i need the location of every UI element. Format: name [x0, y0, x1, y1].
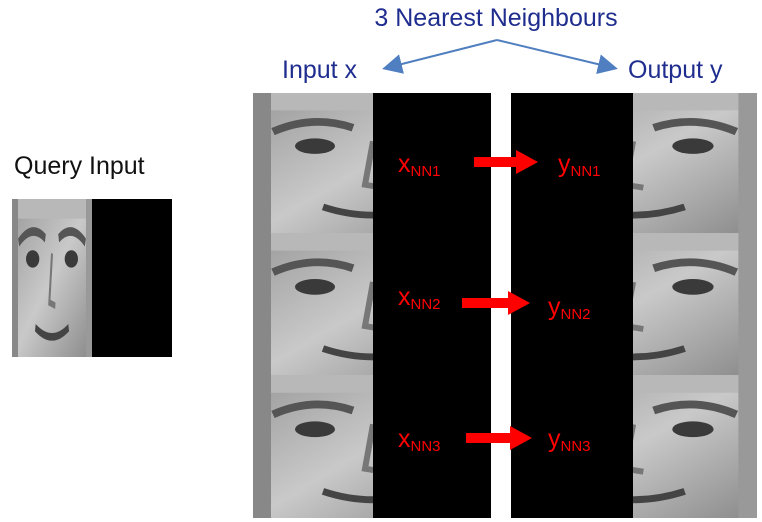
arrow-to-output-icon: [496, 39, 618, 75]
y-nn3-label: yNN3: [548, 425, 591, 455]
title-fork-arrows: [382, 39, 618, 75]
x-nn1-label: xNN1: [398, 150, 441, 180]
output-y-label: Output y: [628, 56, 723, 84]
query-masked-half: [92, 199, 172, 357]
arrow-to-input-icon: [382, 39, 498, 74]
query-image: [12, 199, 172, 357]
y-nn2-label: yNN2: [548, 293, 591, 323]
y-nn1-label: yNN1: [558, 150, 601, 180]
arrow-right-icon: [466, 426, 532, 450]
diagram-title: 3 Nearest Neighbours: [374, 4, 618, 32]
input-x-label: Input x: [282, 56, 358, 84]
x-nn3-label: xNN3: [398, 425, 441, 455]
query-input-label: Query Input: [14, 152, 145, 180]
arrow-right-icon: [462, 291, 530, 315]
x-nn2-label: xNN2: [398, 283, 441, 313]
arrow-right-icon: [474, 150, 538, 174]
